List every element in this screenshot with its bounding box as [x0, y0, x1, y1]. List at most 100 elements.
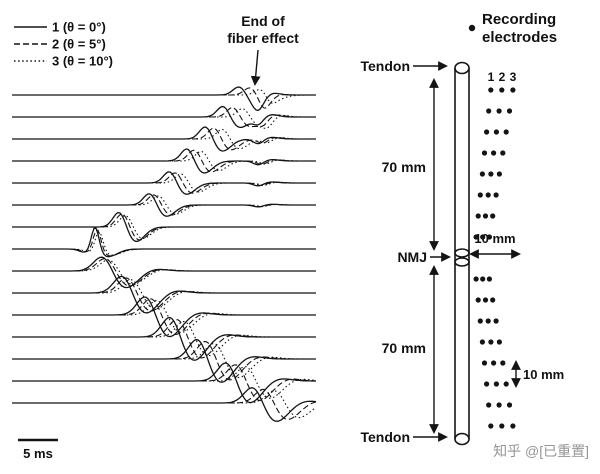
trace-electrode-7-solid [12, 211, 316, 243]
electrode-dot [488, 339, 494, 345]
watermark: 知乎 @[已重置] [493, 443, 589, 459]
electrode-dot [496, 402, 502, 408]
legend-label-3: 3 (θ = 10°) [52, 54, 113, 69]
electrode-dot [503, 381, 509, 387]
trace-electrode-6-solid [12, 193, 316, 217]
nmj-label: NMJ [397, 249, 427, 265]
electrode-dot [482, 297, 489, 303]
electrode-dot [506, 108, 513, 114]
electrode-dot [491, 150, 497, 156]
electrode-dot [484, 381, 490, 387]
electrode-dot [488, 87, 494, 93]
electrode-dot [486, 234, 492, 240]
trace-electrode-1-dashed [12, 87, 316, 109]
end-of-fiber-annotation: End of fiber effect [227, 13, 299, 86]
electrode-dot [493, 381, 499, 387]
legend: 1 (θ = 0°) 2 (θ = 5°) 3 (θ = 10°) [14, 20, 113, 69]
column-label-3: 3 [510, 70, 517, 84]
trace-electrode-4-solid [12, 148, 316, 174]
electrode-dot [493, 192, 499, 198]
electrode-dot [479, 339, 485, 345]
column-label-1: 1 [488, 70, 495, 84]
electrode-dot [499, 87, 505, 93]
end-of-fiber-label-line2: fiber effect [227, 30, 299, 46]
scale-bar-label: 5 ms [23, 446, 53, 461]
electrode-dot [490, 297, 496, 303]
trace-electrode-13-dotted [12, 342, 316, 379]
electrode-dot [475, 297, 481, 303]
electrode-dot [506, 402, 513, 408]
electrode-dot [503, 129, 509, 135]
column-label-2: 2 [499, 70, 506, 84]
electrode-dot [481, 360, 488, 366]
electrode-dot [482, 213, 489, 219]
end-of-fiber-label-line1: End of [241, 13, 285, 29]
electrode-dot [496, 339, 502, 345]
electrode-dot [510, 423, 516, 429]
recording-electrodes-line2: electrodes [482, 29, 557, 46]
trace-electrode-3-solid [12, 126, 316, 152]
trace-electrode-8-solid [12, 227, 316, 258]
legend-label-2: 2 (θ = 5°) [52, 37, 106, 52]
electrode-dot [496, 108, 502, 114]
trace-electrode-8-dotted [12, 231, 316, 256]
trace-electrode-9-dashed [12, 258, 316, 287]
electrode-dot [510, 87, 516, 93]
fiber-diagram: Tendon Tendon 70 mm 70 mm NMJ 10 mm 10 m… [360, 11, 564, 446]
electrode-dot [481, 150, 488, 156]
trace-electrode-11-dashed [12, 298, 316, 335]
trace-electrode-1-dotted [12, 89, 316, 104]
electrode-dot [477, 192, 483, 198]
electrode-spacing-label: 10 mm [523, 367, 564, 382]
tendon-bottom-label: Tendon [360, 429, 410, 445]
trace-electrode-10-solid [12, 275, 316, 314]
fiber-bottom-cap [454, 432, 470, 446]
electrode-dot [499, 423, 505, 429]
legend-label-1: 1 (θ = 0°) [52, 20, 106, 35]
lower-length-label: 70 mm [382, 340, 426, 356]
electrode-dot [473, 234, 479, 240]
electrode-dot-icon [468, 24, 476, 32]
end-of-fiber-arrow [250, 49, 261, 86]
fiber-top-cap [454, 61, 470, 75]
trace-electrode-15-solid [12, 387, 317, 422]
electrode-dot [479, 171, 485, 177]
trace-electrode-9-solid [12, 256, 316, 289]
upper-length-label: 70 mm [382, 159, 426, 175]
trace-electrode-15-dashed [12, 388, 317, 420]
trace-electrode-11-dotted [12, 300, 316, 333]
electrode-dot [485, 318, 491, 324]
nmj-junction-lower [454, 257, 470, 267]
trace-electrode-14-dashed [12, 364, 317, 401]
electrode-dot [477, 318, 483, 324]
trace-electrode-15-dotted [12, 390, 317, 419]
electrode-dot [486, 108, 492, 114]
electrode-dot [493, 129, 499, 135]
electrode-dot [488, 423, 494, 429]
electrode-dot [473, 276, 479, 282]
electrode-dots [473, 87, 516, 429]
trace-electrode-13-solid [12, 338, 316, 383]
electrode-dot [480, 234, 486, 240]
electrode-dot [486, 276, 492, 282]
electrode-dot [475, 213, 481, 219]
electrode-dot [496, 171, 502, 177]
electrode-dot [484, 129, 490, 135]
electrode-dot [486, 402, 492, 408]
trace-electrode-11-solid [12, 296, 316, 338]
trace-electrode-8-dashed [12, 229, 316, 257]
electrode-dot [485, 192, 491, 198]
trace-electrode-1-solid [12, 86, 316, 112]
electrode-dot [493, 318, 499, 324]
trace-plots [12, 86, 317, 422]
time-scale-bar: 5 ms [18, 438, 58, 461]
nmj-junction-upper [454, 248, 470, 258]
trace-electrode-10-dashed [12, 277, 316, 312]
trace-electrode-10-dotted [12, 279, 316, 310]
electrode-dot [480, 276, 486, 282]
trace-electrode-9-dotted [12, 259, 316, 285]
trace-electrode-14-dotted [12, 366, 317, 399]
electrode-dot [500, 360, 506, 366]
